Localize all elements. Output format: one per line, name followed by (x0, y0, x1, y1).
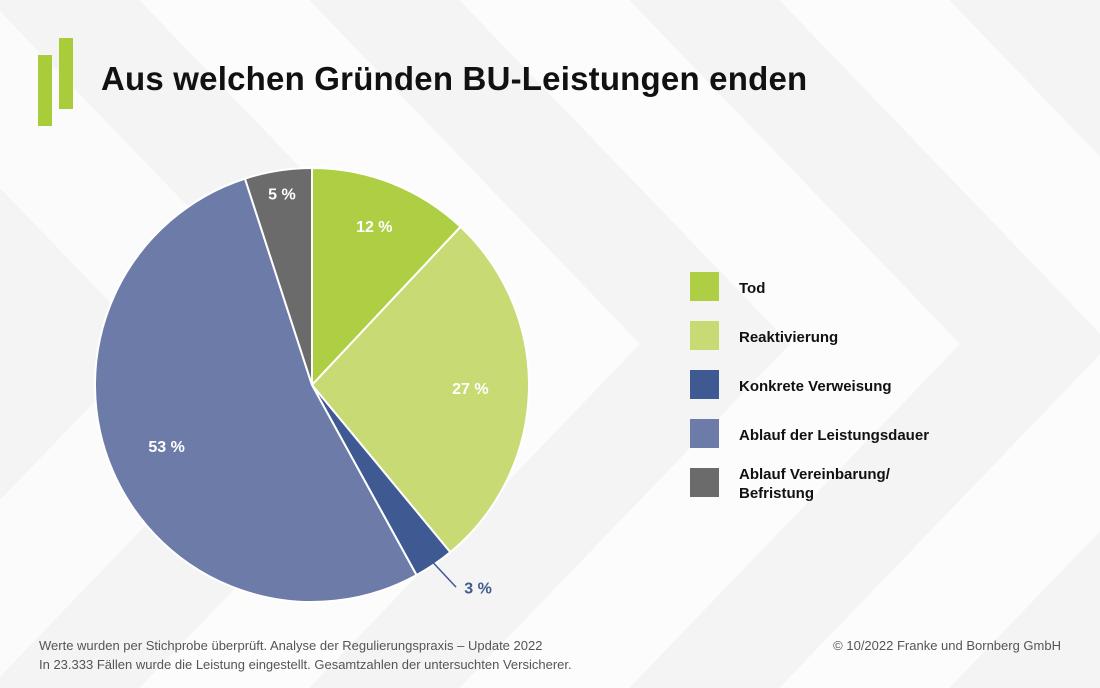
footer-note-line-1: Werte wurden per Stichprobe überprüft. A… (39, 638, 543, 653)
legend-label-4: Ablauf der Leistungsdauer (739, 427, 930, 444)
legend-item-5: Ablauf Vereinbarung/ Befristung (690, 466, 959, 517)
logo-bar-left (38, 55, 52, 126)
footer-note-line-2: In 23.333 Fällen wurde die Leistung eing… (39, 657, 572, 672)
legend-label-1: Tod (739, 280, 766, 297)
chart-legend: Tod Reaktivierung Konkrete Verweisung Abl… (690, 272, 959, 517)
legend-swatch-5 (690, 468, 719, 497)
legend-item-2: Reaktivierung (690, 321, 959, 370)
pie-slice-label-1: 12 % (356, 219, 392, 236)
legend-label-5: Ablauf Vereinbarung/ Befristung (739, 466, 890, 502)
brand-logo (38, 38, 78, 128)
legend-item-4: Ablauf der Leistungsdauer (690, 419, 959, 468)
copyright-text: © 10/2022 Franke und Bornberg GmbH (833, 638, 1061, 653)
legend-label-2: Reaktivierung (739, 329, 839, 346)
pie-slice-2 (310, 225, 530, 554)
pie-slice-label-2: 27 % (452, 381, 488, 398)
pie-slice-label-4: 53 % (148, 439, 184, 456)
logo-bar-right (59, 38, 73, 109)
footer-note: Werte wurden per Stichprobe überprüft. A… (39, 636, 572, 674)
legend-swatch-4 (690, 419, 719, 448)
legend-item-3: Konkrete Verweisung (690, 370, 959, 419)
chart-title: Aus welchen Gründen BU-Leistungen enden (101, 60, 808, 97)
pie-slice-label-5: 5 % (268, 187, 296, 204)
legend-item-1: Tod (690, 272, 959, 321)
pie-slice-4 (94, 177, 418, 603)
legend-label-3: Konkrete Verweisung (739, 378, 892, 395)
legend-swatch-2 (690, 321, 719, 350)
pie-slice-5 (243, 166, 313, 386)
pie-slice-label-3: 3 % (464, 580, 492, 597)
pie-slice-1 (311, 166, 462, 388)
legend-swatch-3 (690, 370, 719, 399)
legend-swatch-1 (690, 272, 719, 301)
pie-slice-leader-3 (431, 560, 457, 588)
